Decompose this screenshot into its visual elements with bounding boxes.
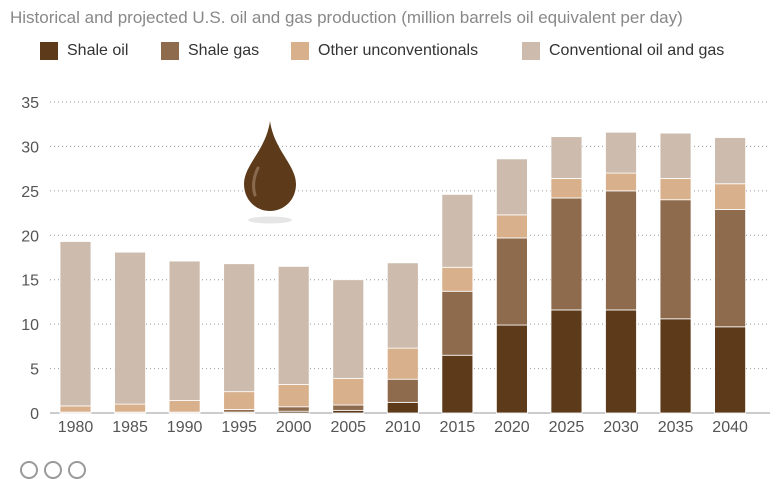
legend-label-shale-oil: Shale oil	[67, 42, 129, 59]
legend-label-other-unconventionals: Other unconventionals	[318, 42, 479, 59]
x-tick-label: 2035	[658, 419, 694, 436]
creative-commons-icon	[20, 461, 38, 479]
x-tick-label: 1980	[58, 419, 94, 436]
y-axis-labels: 0 5 10 15 20 25 30 35	[21, 95, 39, 423]
x-tick-label: 1990	[167, 419, 203, 436]
bar-segment-conventional-oil-and-gas	[714, 137, 746, 185]
bar-segment-shale-gas	[332, 404, 365, 411]
bar-segment-other-unconventionals	[332, 377, 365, 406]
attribution-icon	[44, 461, 62, 479]
bar-segment-other-unconventionals	[605, 172, 637, 192]
x-tick-label: 2010	[385, 419, 421, 436]
bar-segment-other-unconventionals	[441, 266, 474, 292]
legend-item-other-unconventionals: Other unconventionals	[291, 42, 478, 60]
bar-segment-shale-oil	[550, 309, 583, 414]
bar-segment-other-unconventionals	[386, 347, 419, 380]
x-tick-label: 1985	[112, 419, 148, 436]
bar-segment-shale-oil	[495, 324, 528, 414]
y-tick-label: 0	[30, 406, 39, 423]
bar-segment-other-unconventionals	[714, 183, 746, 210]
bar-segment-conventional-oil-and-gas	[441, 194, 474, 268]
bar-segment-other-unconventionals	[550, 178, 583, 199]
bar-segment-conventional-oil-and-gas	[659, 132, 692, 179]
bar-segment-conventional-oil-and-gas	[332, 279, 365, 379]
bar-segment-conventional-oil-and-gas	[59, 241, 92, 407]
legend-label-shale-gas: Shale gas	[188, 42, 260, 59]
legend-swatch-shale-gas	[161, 42, 179, 60]
bar-segment-shale-gas	[659, 199, 692, 320]
y-tick-label: 35	[21, 95, 39, 112]
bar-segment-shale-gas	[714, 209, 746, 328]
x-axis-labels: 1980 1985 1990 1995 2000 2005 2010 2015 2020 2025…	[58, 419, 748, 436]
legend-swatch-shale-oil	[40, 42, 58, 60]
bar-segment-shale-gas	[277, 406, 310, 412]
bar-segment-conventional-oil-and-gas	[277, 265, 310, 385]
bar-segment-other-unconventionals	[659, 178, 692, 201]
legend-item-shale-gas: Shale gas	[161, 42, 259, 60]
x-tick-label: 2025	[549, 419, 585, 436]
bar-segment-conventional-oil-and-gas	[223, 263, 256, 393]
oil-drop-icon	[244, 121, 296, 224]
bar-segment-shale-oil	[605, 309, 637, 414]
y-tick-label: 10	[21, 317, 39, 334]
share-icons	[20, 461, 86, 479]
legend-swatch-conventional	[522, 42, 540, 60]
noderivs-icon	[68, 461, 86, 479]
x-tick-label: 2015	[440, 419, 476, 436]
y-tick-label: 25	[21, 184, 39, 201]
x-tick-label: 2040	[712, 419, 748, 436]
bars-layer	[59, 131, 746, 414]
bar-segment-conventional-oil-and-gas	[114, 251, 146, 405]
bar-segment-shale-oil	[714, 326, 746, 414]
bar-segment-shale-gas	[495, 237, 528, 326]
bar-segment-shale-oil	[441, 354, 474, 414]
legend-item-conventional: Conventional oil and gas	[522, 42, 724, 60]
bar-segment-shale-gas	[441, 290, 474, 356]
x-tick-label: 2000	[276, 419, 312, 436]
chart-subtitle: Historical and projected U.S. oil and ga…	[10, 8, 683, 27]
legend-label-conventional: Conventional oil and gas	[549, 42, 725, 59]
bar-segment-shale-gas	[605, 190, 637, 311]
bar-segment-shale-oil	[386, 401, 419, 414]
y-tick-label: 20	[21, 228, 39, 245]
bar-segment-conventional-oil-and-gas	[550, 136, 583, 179]
bar-segment-shale-gas	[386, 378, 419, 403]
y-tick-label: 30	[21, 139, 39, 156]
bar-segment-conventional-oil-and-gas	[168, 260, 201, 401]
x-tick-label: 2030	[603, 419, 639, 436]
x-tick-label: 2005	[330, 419, 366, 436]
y-tick-label: 5	[30, 362, 39, 379]
bar-segment-conventional-oil-and-gas	[605, 131, 637, 174]
bar-segment-other-unconventionals	[168, 400, 201, 413]
bar-segment-other-unconventionals	[59, 405, 92, 413]
y-tick-label: 15	[21, 273, 39, 290]
bar-segment-other-unconventionals	[114, 403, 146, 413]
legend-swatch-other-unconventionals	[291, 42, 309, 60]
bar-segment-other-unconventionals	[223, 391, 256, 410]
x-tick-label: 1995	[221, 419, 257, 436]
legend-item-shale-oil: Shale oil	[40, 42, 128, 60]
x-tick-label: 2020	[494, 419, 530, 436]
bar-segment-conventional-oil-and-gas	[386, 262, 419, 349]
bar-segment-shale-oil	[659, 318, 692, 414]
bar-segment-other-unconventionals	[495, 214, 528, 239]
bar-segment-other-unconventionals	[277, 384, 310, 408]
bar-segment-conventional-oil-and-gas	[495, 158, 528, 216]
bar-segment-shale-gas	[550, 197, 583, 311]
